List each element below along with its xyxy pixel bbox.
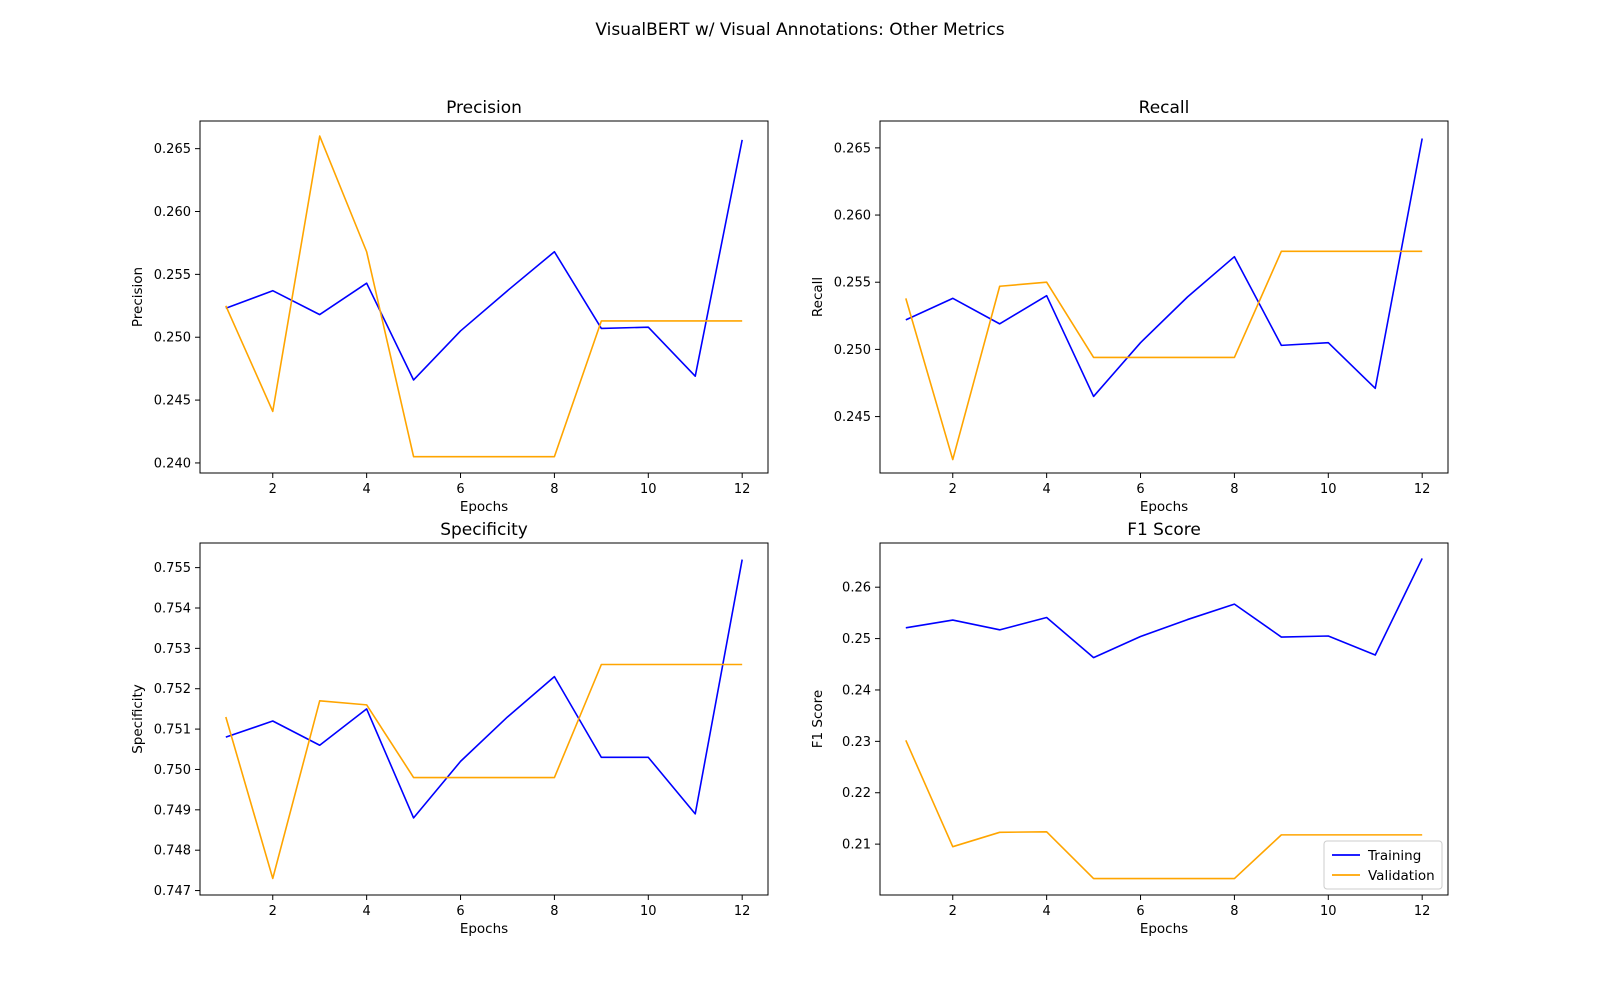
plot-frame	[879, 542, 1449, 896]
series-line-training	[905, 558, 1423, 659]
series-line-validation	[905, 250, 1423, 461]
subplot-f1-score: F1 Score 2 4 6 8 10 12 0.21 0.22 0.23 0.24 0.25 0.26…	[810, 520, 1449, 937]
y-tick-label: 0.753	[154, 642, 191, 657]
subplot-specificity: Specificity 2 4 6 8 10 12 0.747 0.748 0.749 0.750 0…	[130, 520, 769, 937]
y-tick-label: 0.749	[154, 803, 191, 818]
series-line-training	[225, 559, 743, 819]
y-tick-label: 0.260	[834, 209, 871, 224]
x-axis-label: Epochs	[460, 921, 508, 937]
x-tick-label: 8	[550, 482, 558, 497]
y-axis-label: Recall	[810, 277, 826, 317]
subplot-title: F1 Score	[1127, 520, 1201, 540]
y-tick-label: 0.23	[842, 735, 871, 750]
x-tick-label: 4	[363, 904, 371, 919]
y-tick-label: 0.26	[842, 581, 871, 596]
series-line-training	[905, 138, 1423, 398]
x-tick-label: 12	[734, 482, 751, 497]
series-line-validation	[225, 135, 743, 458]
x-tick-label: 2	[269, 904, 277, 919]
x-tick-label: 2	[949, 904, 957, 919]
y-tick-label: 0.747	[154, 884, 191, 899]
y-tick-label: 0.245	[834, 410, 871, 425]
series-line-validation	[225, 663, 743, 880]
x-tick-label: 10	[1320, 482, 1337, 497]
x-tick-label: 6	[1136, 904, 1144, 919]
x-tick-label: 12	[1414, 904, 1431, 919]
x-tick-label: 8	[550, 904, 558, 919]
x-tick-label: 12	[734, 904, 751, 919]
y-tick-label: 0.752	[154, 682, 191, 697]
legend: Training Validation	[1323, 840, 1443, 890]
y-tick-label: 0.751	[154, 723, 191, 738]
y-axis-label: Precision	[130, 267, 146, 327]
subplot-recall: Recall 2 4 6 8 10 12 0.245 0.250 0.255 0.260 0.265 E…	[810, 98, 1449, 515]
y-tick-label: 0.255	[154, 268, 191, 283]
legend-box	[1323, 840, 1443, 890]
x-tick-label: 4	[363, 482, 371, 497]
subplot-precision: Precision 2 4 6 8 10 12 0.240 0.245 0.250 0.255 0.2…	[130, 98, 769, 515]
plot-frame	[879, 120, 1449, 474]
y-tick-label: 0.240	[154, 456, 191, 471]
y-tick-label: 0.250	[154, 331, 191, 346]
x-tick-label: 10	[640, 904, 657, 919]
subplot-title: Specificity	[440, 520, 528, 540]
y-tick-label: 0.748	[154, 844, 191, 859]
x-tick-label: 6	[456, 904, 464, 919]
x-tick-label: 6	[1136, 482, 1144, 497]
y-tick-label: 0.21	[842, 838, 871, 853]
y-tick-label: 0.754	[154, 601, 191, 616]
x-tick-label: 2	[269, 482, 277, 497]
x-tick-label: 4	[1043, 482, 1051, 497]
x-tick-label: 10	[1320, 904, 1337, 919]
y-tick-label: 0.255	[834, 276, 871, 291]
series-line-training	[225, 139, 743, 381]
y-axis-label: Specificity	[130, 684, 146, 754]
x-tick-label: 8	[1230, 904, 1238, 919]
x-tick-label: 6	[456, 482, 464, 497]
y-tick-label: 0.24	[842, 683, 871, 698]
series-line-validation	[905, 740, 1423, 880]
y-tick-label: 0.755	[154, 561, 191, 576]
y-tick-label: 0.22	[842, 786, 871, 801]
plot-frame	[199, 120, 769, 474]
x-axis-label: Epochs	[1140, 921, 1188, 937]
x-tick-label: 8	[1230, 482, 1238, 497]
y-tick-label: 0.250	[834, 343, 871, 358]
y-tick-label: 0.750	[154, 763, 191, 778]
x-tick-label: 10	[640, 482, 657, 497]
y-tick-label: 0.245	[154, 394, 191, 409]
y-tick-label: 0.265	[154, 142, 191, 157]
legend-label-training: Training	[1367, 848, 1421, 864]
x-axis-label: Epochs	[1140, 499, 1188, 515]
x-tick-label: 12	[1414, 482, 1431, 497]
y-tick-label: 0.265	[834, 141, 871, 156]
plot-frame	[199, 542, 769, 896]
x-tick-label: 2	[949, 482, 957, 497]
x-tick-label: 4	[1043, 904, 1051, 919]
y-axis-label: F1 Score	[810, 690, 826, 748]
legend-label-validation: Validation	[1368, 868, 1435, 884]
y-tick-label: 0.260	[154, 205, 191, 220]
figure-title: VisualBERT w/ Visual Annotations: Other …	[595, 20, 1004, 40]
subplot-title: Recall	[1139, 98, 1190, 118]
y-tick-label: 0.25	[842, 632, 871, 647]
x-axis-label: Epochs	[460, 499, 508, 515]
subplot-title: Precision	[446, 98, 522, 118]
